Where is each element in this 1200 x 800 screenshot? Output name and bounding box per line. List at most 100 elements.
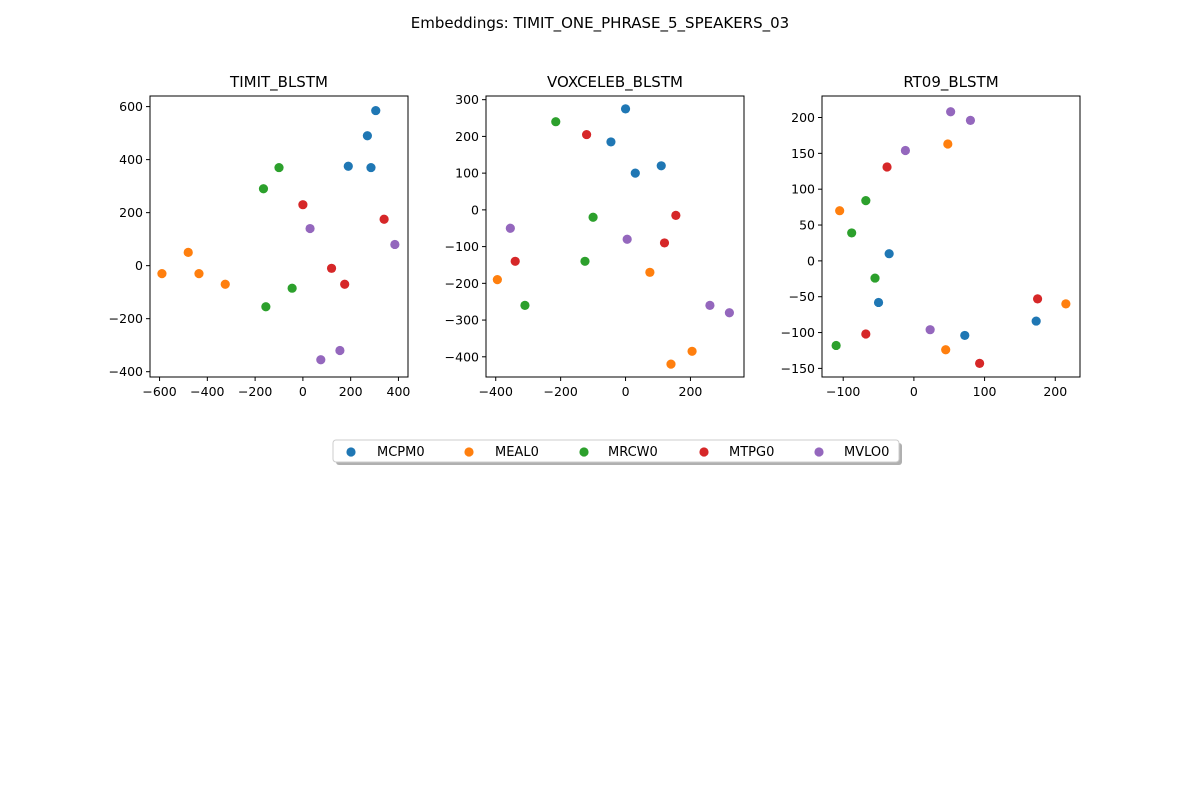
y-tick-label: −100 (781, 325, 815, 340)
point-mvlo0 (705, 300, 715, 310)
point-mtpg0 (379, 214, 389, 224)
point-mtpg0 (659, 238, 670, 248)
point-mtpg0 (510, 256, 520, 266)
legend-marker-mtpg0 (699, 447, 709, 457)
point-mvlo0 (724, 308, 734, 318)
point-meal0 (943, 139, 953, 149)
subplot-3: RT09_BLSTM −100 0 100 200 −150 −100 −50 0 50 100 15… (781, 73, 1081, 399)
subplot-2: VOXCELEB_BLSTM −400 −200 0 200 −400 −300 −200 −1… (445, 73, 745, 399)
point-mcpm0 (884, 249, 894, 259)
point-mrcw0 (847, 228, 857, 238)
point-mvlo0 (390, 239, 400, 250)
point-mtpg0 (671, 210, 681, 220)
y-tick-label: 400 (119, 152, 143, 167)
point-mtpg0 (326, 263, 337, 273)
point-meal0 (220, 279, 230, 289)
point-mvlo0 (305, 223, 315, 234)
y-tick-label: 200 (119, 205, 143, 220)
point-mtpg0 (975, 358, 985, 368)
x-tick-label: −600 (142, 384, 176, 399)
y-tick-label: −200 (445, 276, 479, 291)
x-tick-label: −400 (190, 384, 224, 399)
y-tick-label: 200 (791, 110, 815, 125)
axes-frame (821, 95, 1081, 378)
point-mtpg0 (298, 200, 308, 210)
point-meal0 (183, 247, 193, 258)
point-mcpm0 (960, 330, 970, 341)
subplot-1: TIMIT_BLSTM −600 −400 −200 0 200 400 −400 −200 0 2… (109, 73, 411, 399)
point-mvlo0 (335, 345, 345, 356)
x-tick-label: 400 (387, 384, 411, 399)
legend-marker-mcpm0 (346, 447, 356, 457)
legend: MCPM0 MEAL0 MRCW0 MTPG0 MVLO0 (332, 439, 902, 465)
legend-box (332, 439, 900, 463)
point-meal0 (645, 267, 655, 277)
point-mcpm0 (366, 162, 376, 173)
subplot-title: TIMIT_BLSTM (229, 73, 328, 92)
y-tick-label: 100 (455, 166, 479, 181)
x-tick-label: 0 (622, 384, 630, 399)
point-mrcw0 (831, 340, 841, 351)
y-tick-label: 300 (455, 92, 479, 107)
y-tick-label: 0 (807, 253, 815, 268)
point-mtpg0 (1032, 294, 1043, 304)
point-mvlo0 (622, 234, 632, 244)
y-tick-label: −100 (445, 239, 479, 254)
point-mcpm0 (873, 297, 884, 308)
axes-frame (485, 95, 745, 378)
point-mrcw0 (588, 212, 598, 222)
x-tick-label: 200 (339, 384, 363, 399)
point-meal0 (941, 345, 951, 355)
x-tick-label: 200 (1043, 384, 1067, 399)
point-mrcw0 (870, 273, 880, 283)
point-mcpm0 (620, 104, 631, 114)
point-mvlo0 (965, 115, 976, 125)
y-tick-label: 200 (455, 129, 479, 144)
point-meal0 (835, 206, 845, 216)
y-tick-label: −150 (781, 361, 815, 376)
point-mrcw0 (261, 302, 271, 312)
y-tick-label: 50 (799, 218, 815, 233)
legend-label: MVLO0 (844, 445, 889, 460)
point-mrcw0 (580, 256, 590, 266)
y-tick-label: 150 (791, 146, 815, 161)
point-mvlo0 (900, 145, 911, 156)
point-mcpm0 (606, 137, 616, 147)
point-meal0 (666, 359, 676, 369)
point-mrcw0 (520, 300, 530, 310)
point-meal0 (1061, 299, 1071, 309)
y-tick-label: 0 (135, 258, 143, 273)
x-tick-label: −200 (238, 384, 272, 399)
x-tick-label: 200 (679, 384, 703, 399)
x-tick-label: 0 (910, 384, 918, 399)
point-mrcw0 (258, 184, 269, 194)
x-tick-label: 100 (973, 384, 997, 399)
point-mtpg0 (340, 279, 350, 289)
y-tick-label: −400 (109, 364, 143, 379)
y-tick-label: 0 (471, 202, 479, 217)
point-mcpm0 (362, 131, 372, 141)
legend-marker-mvlo0 (814, 447, 824, 457)
point-meal0 (492, 275, 502, 285)
x-tick-label: −400 (479, 384, 513, 399)
point-mrcw0 (861, 196, 871, 206)
point-meal0 (194, 269, 204, 279)
point-mcpm0 (630, 168, 640, 178)
subplot-title: RT09_BLSTM (903, 73, 998, 92)
y-tick-label: 600 (119, 99, 143, 114)
point-meal0 (687, 346, 697, 356)
y-tick-label: −400 (445, 349, 479, 364)
point-mtpg0 (882, 162, 892, 172)
point-mtpg0 (582, 129, 592, 140)
axes-frame (149, 95, 409, 378)
x-tick-label: −200 (543, 384, 577, 399)
point-mvlo0 (925, 325, 935, 335)
point-mcpm0 (656, 161, 666, 171)
legend-label: MCPM0 (377, 445, 425, 460)
point-mcpm0 (343, 161, 353, 171)
legend-label: MEAL0 (495, 445, 539, 460)
point-mvlo0 (946, 107, 956, 117)
subplot-title: VOXCELEB_BLSTM (547, 73, 683, 92)
y-tick-label: 100 (791, 182, 815, 197)
point-mcpm0 (1031, 316, 1041, 326)
